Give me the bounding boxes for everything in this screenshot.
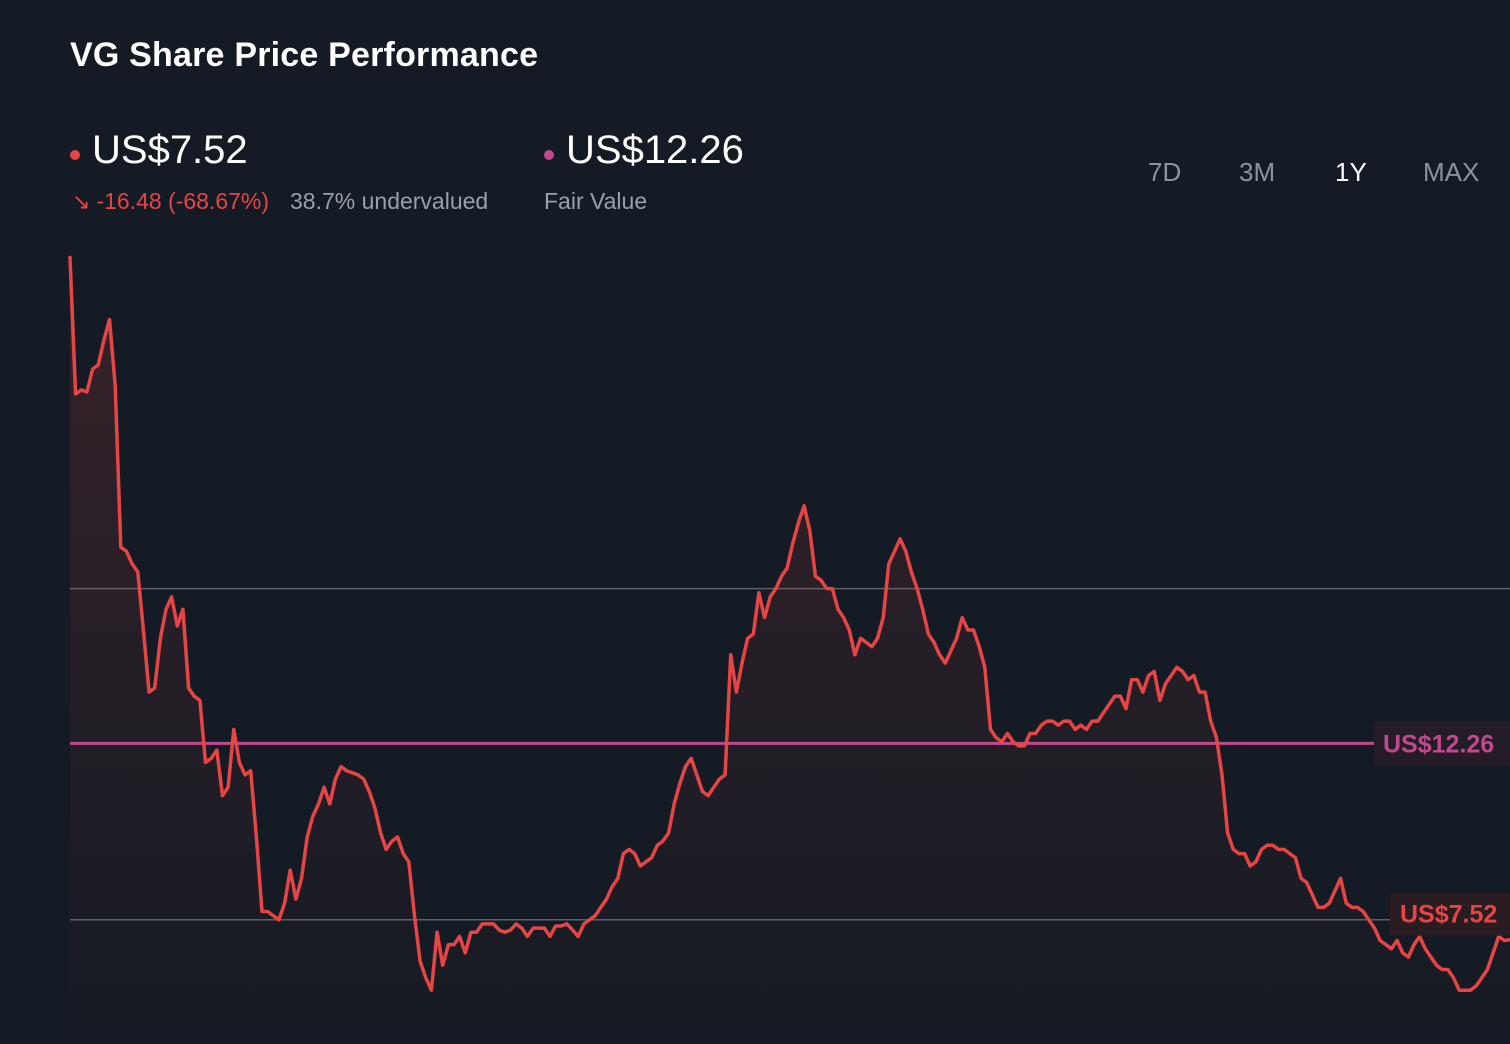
arrow-down-right-icon: ↘ (72, 189, 91, 214)
last-price-tag-background (1390, 893, 1510, 936)
fair-value-tag-background (1374, 721, 1510, 766)
fair-value-amount: US$12.26 (566, 128, 744, 172)
last-price-tag: US$7.52 (1400, 901, 1497, 929)
price-change-value: -16.48 (-68.67%) (96, 188, 270, 214)
price-line (68, 255, 1510, 992)
valuation-status: 38.7% undervalued (290, 188, 489, 214)
price-change: ↘ -16.48 (-68.67%) (72, 188, 269, 215)
chart-title: VG Share Price Performance (70, 36, 539, 74)
current-price: US$7.52 (70, 128, 248, 173)
period-3m[interactable]: 3M (1239, 157, 1276, 187)
current-price-value: US$7.52 (92, 128, 248, 172)
price-legend-dot (70, 149, 80, 160)
fair-value-legend-dot (544, 149, 554, 160)
fair-value-tag: US$12.26 (1383, 730, 1494, 758)
fair-value-label: Fair Value (544, 188, 648, 214)
period-1y[interactable]: 1Y (1335, 157, 1367, 187)
period-7d[interactable]: 7D (1148, 157, 1182, 187)
price-area (70, 257, 1510, 1044)
period-max[interactable]: MAX (1423, 157, 1480, 187)
fair-value: US$12.26 (544, 128, 744, 173)
period-selector: 7D 3M 1Y MAX (0, 0, 1510, 220)
